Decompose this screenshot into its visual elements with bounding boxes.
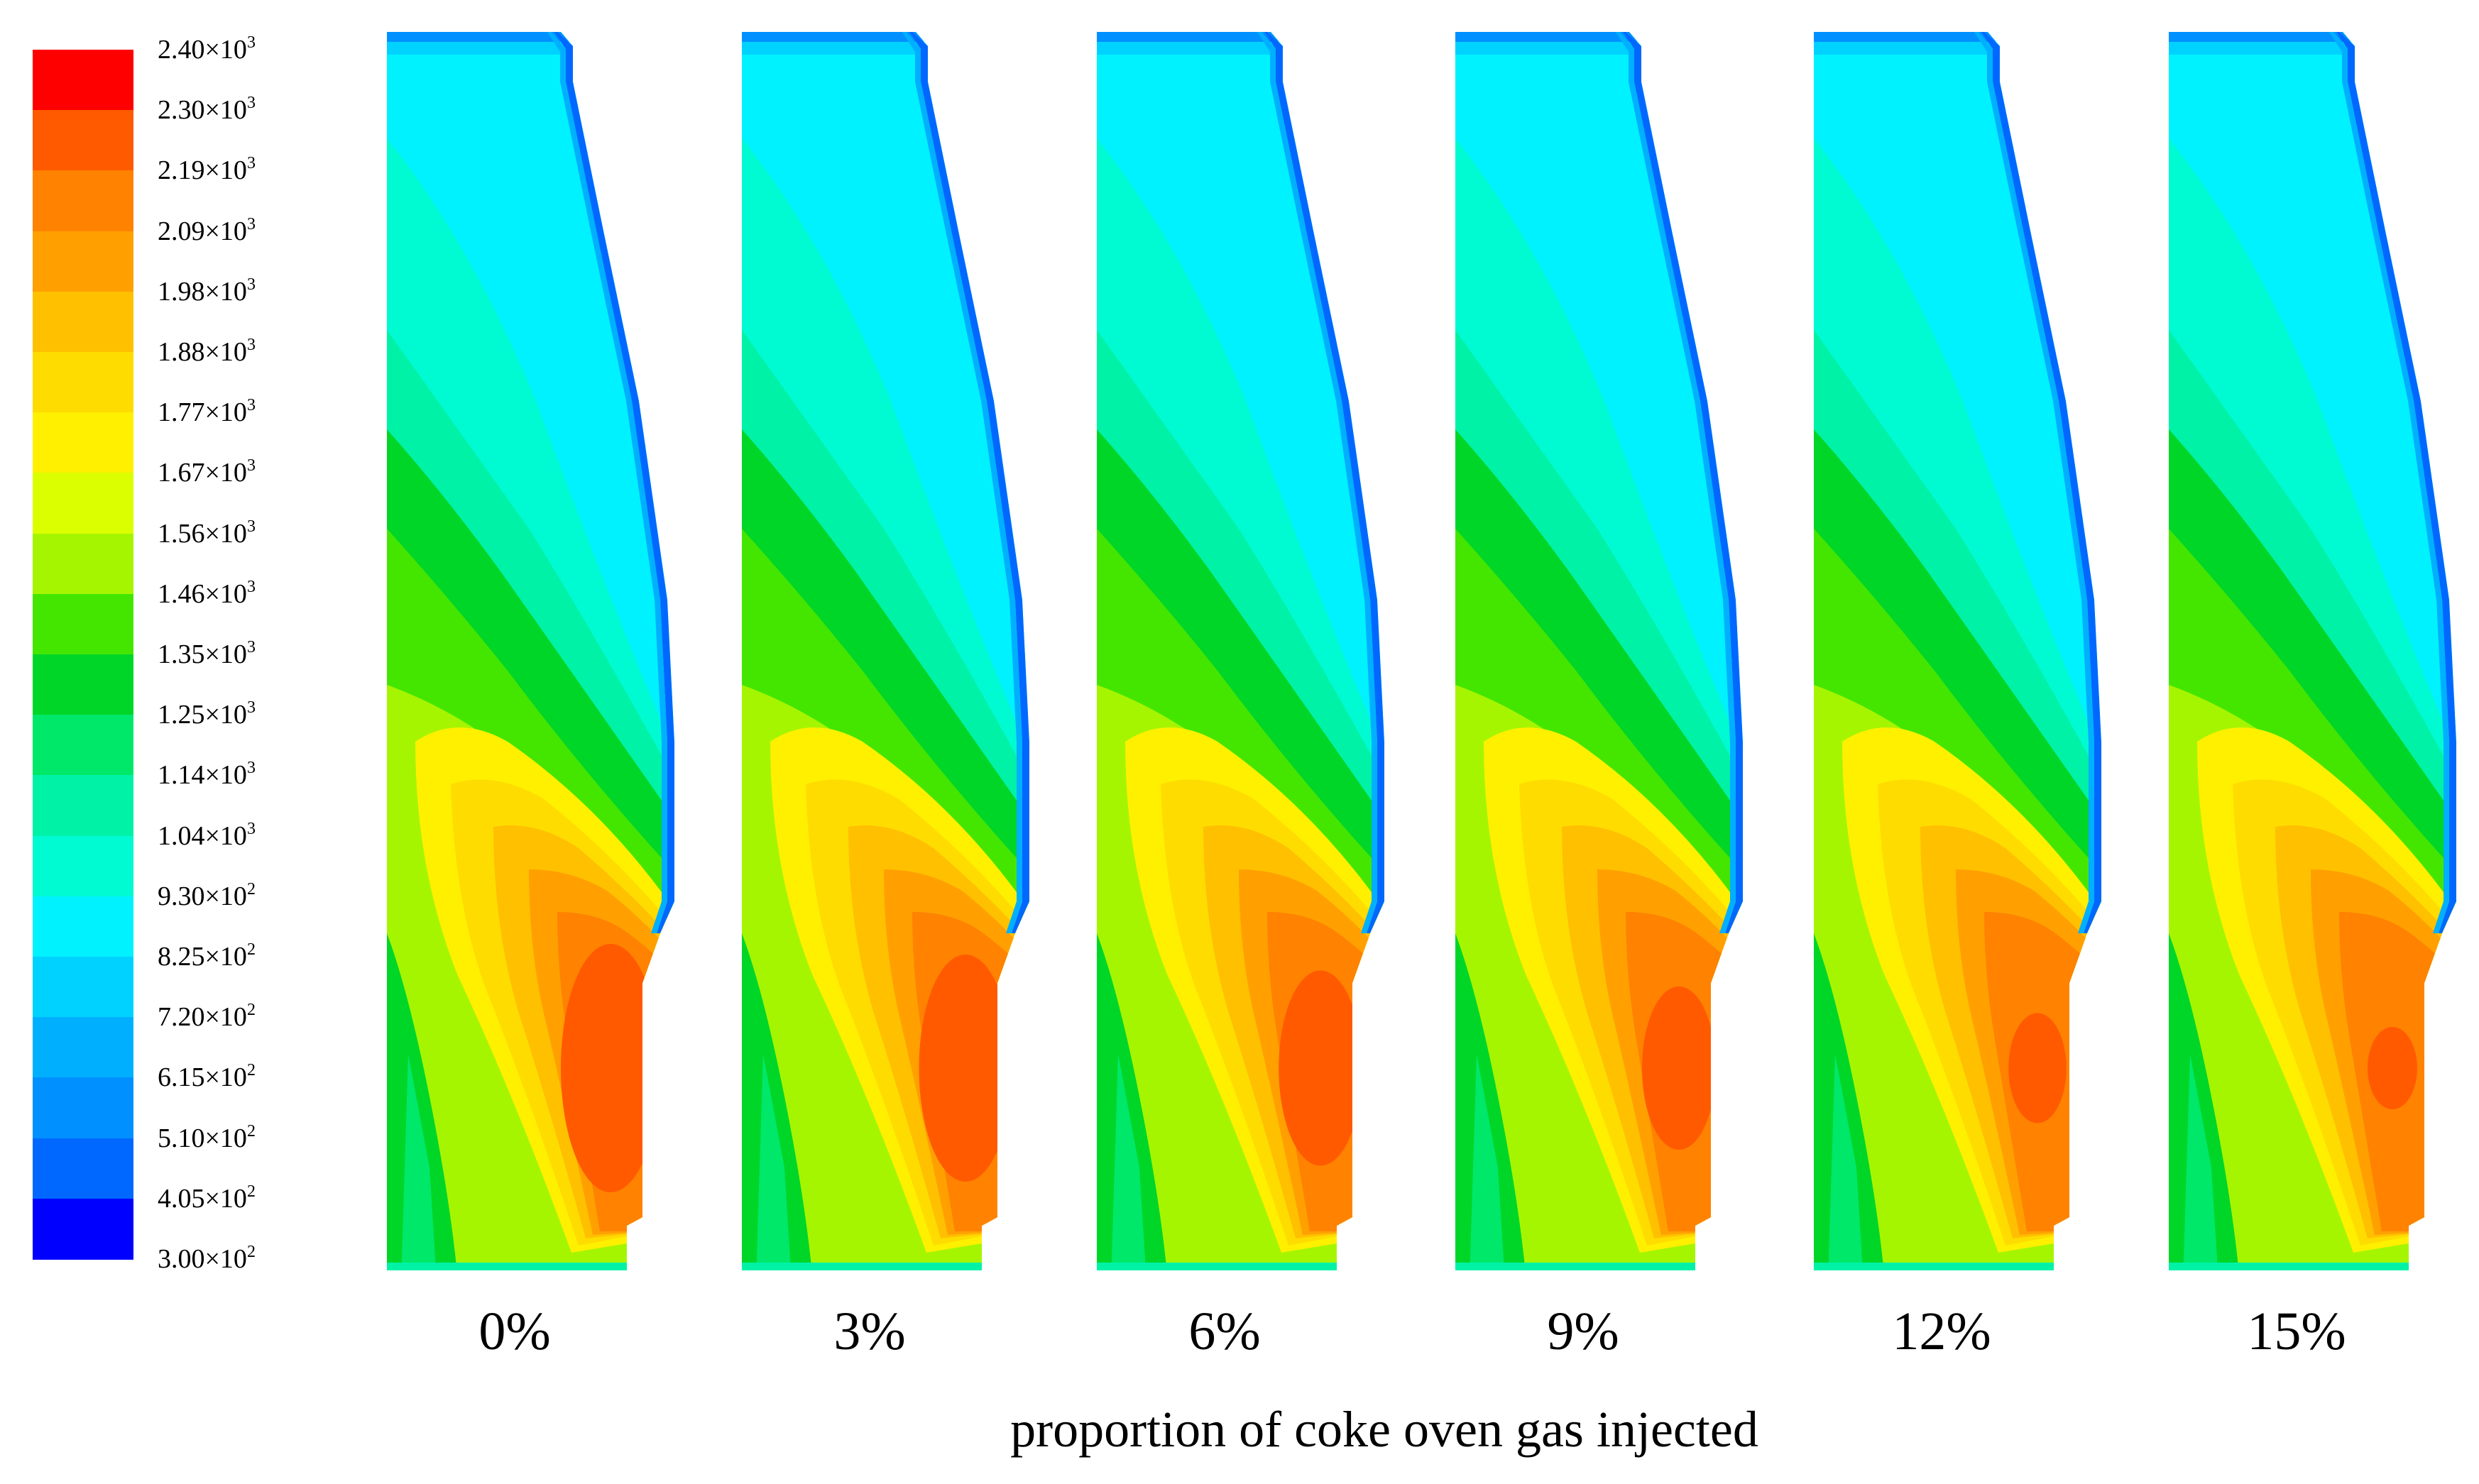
colorbar-tick-label: 1.77×103 [158,396,256,428]
colorbar-swatch [33,1198,133,1260]
colorbar-swatch [33,835,133,897]
contour-panel [1455,32,1782,1281]
colorbar-swatch [33,170,133,232]
colorbar-tick-label: 1.67×103 [158,456,256,488]
colorbar-swatch [33,291,133,353]
colorbar-swatch [33,533,133,595]
colorbar-swatch [33,654,133,716]
colorbar-swatch [33,231,133,292]
colorbar-tick-label: 1.88×103 [158,336,256,367]
temperature-contour-plot [2169,32,2456,1270]
temperature-contour-plot [1097,32,1384,1270]
colorbar-swatch [33,1017,133,1079]
colorbar-legend: 2.40×103 2.30×103 2.19×103 2.09×103 1.98×103… [0,0,355,1292]
contour-panel [742,32,1068,1281]
colorbar-tick-label: 8.25×102 [158,940,256,972]
temperature-contour-plot [1455,32,1743,1270]
temperature-contour-plot [742,32,1029,1270]
panel-label: 9% [1547,1302,1619,1361]
colorbar-tick-label: 1.35×103 [158,638,256,669]
contour-panels [387,32,2479,1281]
colorbar-swatch [33,110,133,172]
colorbar-swatch [33,593,133,655]
colorbar-swatch [33,775,133,837]
colorbar-swatch [33,1077,133,1139]
colorbar-tick-label: 1.14×103 [158,759,256,791]
panel-label: 6% [1188,1302,1261,1361]
colorbar-swatch [33,957,133,1018]
colorbar-tick-label: 3.00×102 [158,1243,256,1274]
colorbar-tick-label: 1.04×103 [158,819,256,851]
temperature-contour-plot [1814,32,2101,1270]
contour-panel [2169,32,2479,1281]
colorbar-swatch [33,412,133,474]
colorbar-tick-label: 6.15×102 [158,1061,256,1093]
colorbar-tick-label: 9.30×102 [158,879,256,911]
colorbar-tick-label: 2.40×103 [158,33,256,65]
contour-panel [1814,32,2140,1281]
colorbar-tick-label: 1.25×103 [158,698,256,730]
colorbar-tick-label: 1.98×103 [158,275,256,307]
panel-label: 15% [2247,1302,2346,1361]
colorbar-tick-label: 2.09×103 [158,214,256,246]
colorbar-swatch [33,50,133,111]
panel-label: 0% [478,1302,551,1361]
contour-panel [1097,32,1423,1281]
colorbar-tick-label: 2.19×103 [158,154,256,186]
contour-panel [387,32,713,1281]
colorbar-tick-label: 5.10×102 [158,1121,256,1153]
temperature-contour-plot [387,32,674,1270]
colorbar-tick-label: 1.46×103 [158,577,256,609]
colorbar-tick-label: 2.30×103 [158,94,256,126]
colorbar-swatch [33,473,133,534]
colorbar-tick-label: 4.05×102 [158,1182,256,1214]
colorbar-swatch [33,896,133,957]
panel-label: 3% [833,1302,906,1361]
colorbar-swatch [33,715,133,776]
colorbar-swatch [33,352,133,414]
colorbar-swatch [33,1138,133,1199]
panel-label: 12% [1892,1302,1991,1361]
colorbar-tick-label: 1.56×103 [158,517,256,549]
colorbar-tick-label: 7.20×102 [158,1001,256,1033]
x-axis-label: proportion of coke oven gas injected [1010,1401,1758,1458]
